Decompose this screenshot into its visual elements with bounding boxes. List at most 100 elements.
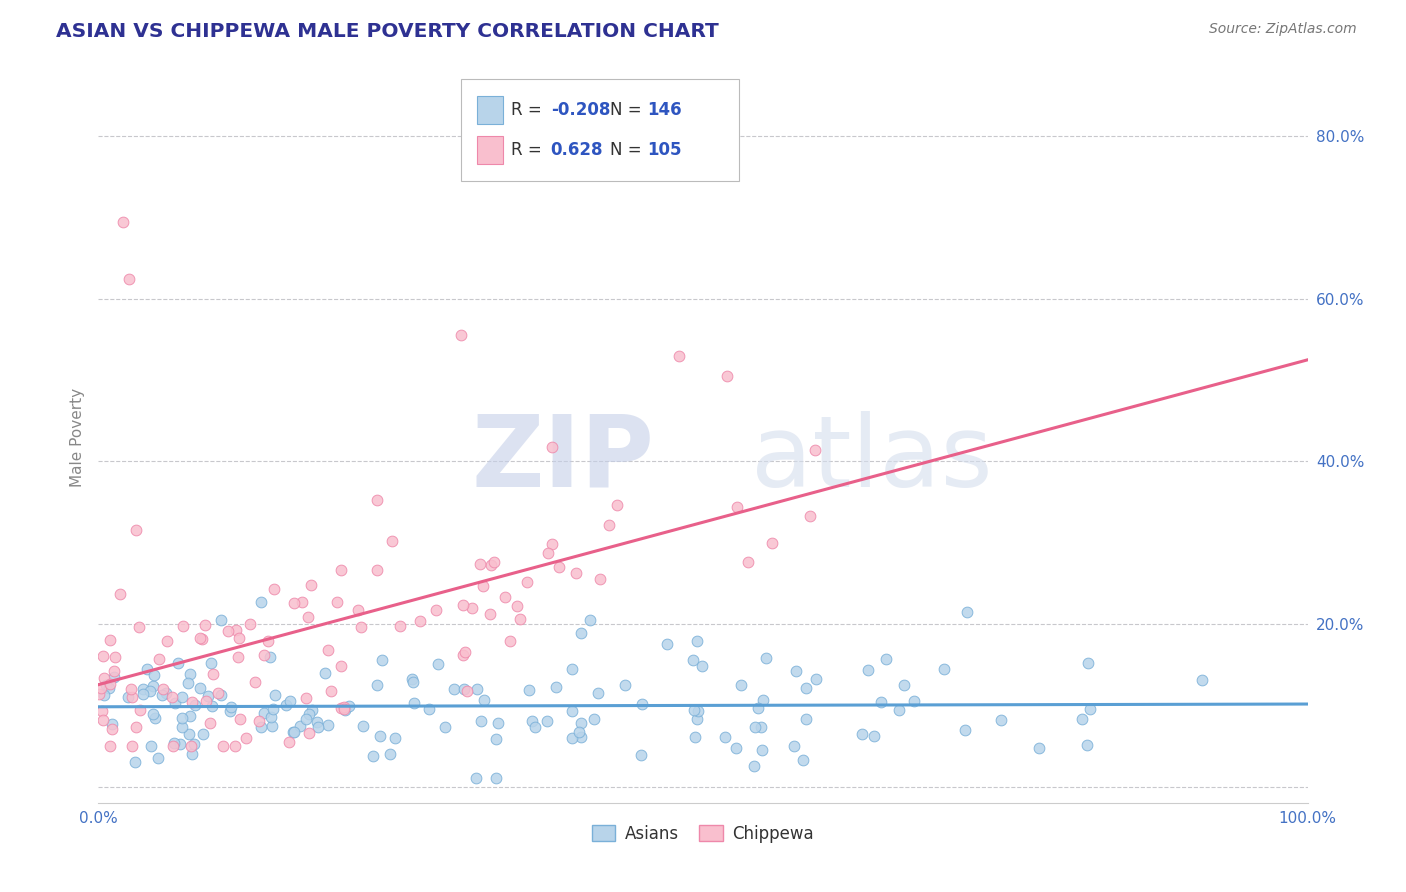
Point [332, 702, 354, 716]
Point [443, 681, 465, 696]
Point [96, 678, 118, 692]
Point [690, 659, 713, 673]
Point [851, 727, 873, 741]
Point [90, 704, 112, 718]
Point [337, 699, 360, 714]
Point [571, 730, 593, 744]
Point [350, 620, 373, 634]
Point [253, 648, 276, 662]
Point [578, 613, 600, 627]
Point [565, 566, 588, 580]
Point [366, 563, 388, 577]
Point [200, 657, 222, 671]
Point [598, 517, 620, 532]
Text: 105: 105 [647, 141, 682, 159]
Point [198, 716, 221, 731]
Point [262, 702, 284, 716]
Point [686, 712, 709, 726]
Point [352, 719, 374, 733]
Point [537, 546, 560, 560]
Point [499, 633, 522, 648]
Point [179, 709, 201, 723]
Point [93, 671, 115, 685]
Point [217, 624, 239, 638]
Point [207, 686, 229, 700]
Point [747, 701, 769, 715]
Point [259, 649, 281, 664]
Point [990, 713, 1012, 727]
Point [211, 739, 233, 753]
Point [160, 690, 183, 704]
Point [143, 711, 166, 725]
Point [111, 215, 134, 229]
Point [330, 700, 353, 714]
Point [172, 619, 194, 633]
Point [124, 720, 146, 734]
Point [932, 662, 955, 676]
Point [404, 697, 426, 711]
Point [224, 739, 246, 753]
Point [253, 706, 276, 720]
Point [201, 667, 224, 681]
Point [329, 659, 352, 673]
Point [274, 698, 297, 712]
Point [465, 681, 488, 696]
Point [219, 705, 242, 719]
Point [1191, 673, 1213, 687]
Point [453, 681, 475, 696]
Point [229, 712, 252, 726]
FancyBboxPatch shape [477, 136, 503, 163]
Point [332, 699, 354, 714]
Point [247, 714, 270, 729]
Point [209, 688, 232, 702]
Point [277, 735, 299, 749]
Point [103, 664, 125, 678]
Point [121, 690, 143, 704]
Point [371, 653, 394, 667]
Point [869, 695, 891, 709]
Point [170, 721, 193, 735]
Point [243, 675, 266, 690]
Point [259, 710, 281, 724]
Point [305, 714, 328, 729]
Point [91, 713, 114, 727]
Y-axis label: Male Poverty: Male Poverty [69, 387, 84, 487]
Point [714, 731, 737, 745]
Point [197, 689, 219, 703]
Text: 0.628: 0.628 [551, 141, 603, 159]
Point [191, 632, 214, 646]
Point [125, 523, 148, 537]
Point [225, 624, 247, 638]
Point [561, 705, 583, 719]
Point [89, 687, 111, 701]
Text: atlas: atlas [751, 410, 993, 508]
Point [380, 747, 402, 761]
Point [751, 693, 773, 707]
Point [97, 681, 120, 695]
Point [540, 440, 562, 454]
Text: R =: R = [510, 141, 553, 159]
Point [170, 711, 193, 725]
Point [172, 690, 194, 704]
Point [152, 681, 174, 696]
Point [291, 595, 314, 609]
Point [903, 694, 925, 708]
Point [468, 557, 491, 571]
Point [427, 657, 450, 671]
Point [606, 498, 628, 512]
Legend: Asians, Chippewa: Asians, Chippewa [585, 818, 821, 849]
Point [298, 726, 321, 740]
Point [730, 678, 752, 692]
Point [485, 772, 508, 786]
Point [283, 596, 305, 610]
Point [188, 681, 211, 695]
Point [541, 537, 564, 551]
Point [494, 590, 516, 604]
Point [482, 555, 505, 569]
Point [685, 731, 707, 745]
Point [139, 684, 162, 698]
Text: Source: ZipAtlas.com: Source: ZipAtlas.com [1209, 22, 1357, 37]
Point [314, 665, 336, 680]
Point [744, 759, 766, 773]
Point [194, 617, 217, 632]
